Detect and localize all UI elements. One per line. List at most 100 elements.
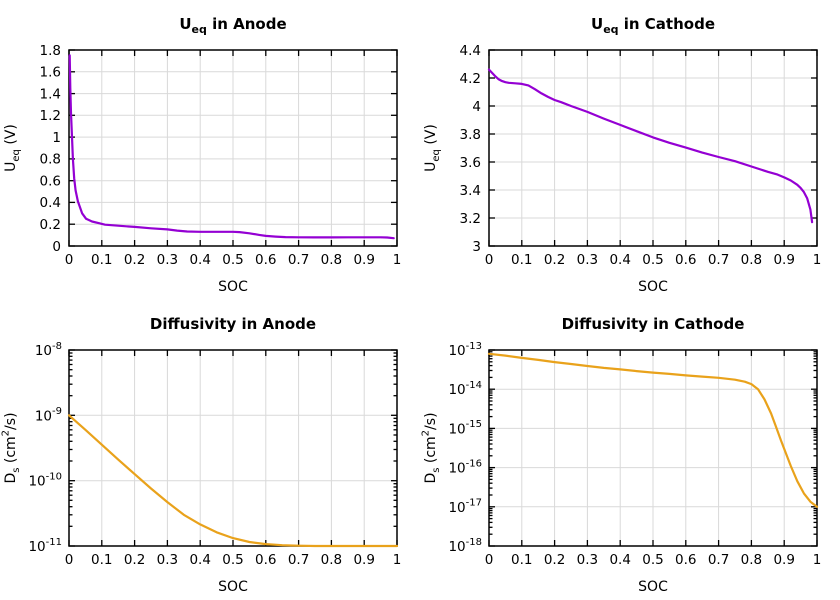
y-tick-label: 1.2 — [40, 108, 61, 124]
tick-marks — [68, 49, 398, 247]
x-tick-label: 0.5 — [642, 552, 663, 568]
y-tick-label: 1.8 — [40, 43, 61, 59]
x-tick-label: 0.1 — [91, 552, 112, 568]
y-axis-label: Ds (cm2/s) — [421, 412, 442, 483]
chart-ueq-cathode: 0 0.1 0.2 0.3 0.4 0.5 0.6 0.7 0.8 0.9 1 3 3.2 3.4 3.6 3… — [420, 0, 840, 300]
y-tick-label: 3.8 — [460, 127, 481, 143]
y-tick-label: 0.8 — [40, 152, 61, 168]
y-tick-label: 1 — [52, 130, 61, 146]
diffusivity-cathode-plot: 0 0.1 0.2 0.3 0.4 0.5 0.6 0.7 0.8 0.9 110-1810-171… — [421, 315, 822, 595]
diffusivity-cathode-curve — [487, 352, 819, 508]
chart-title: Diffusivity in Anode — [150, 315, 316, 333]
y-tick-label: 0.4 — [40, 195, 61, 211]
y-tick-labels: 0 0.2 0.4 0.6 0.8 1 1.2 1.4 1.6 1.8 — [40, 43, 61, 255]
x-tick-label: 0.9 — [773, 252, 794, 268]
y-tick-label: 10-13 — [448, 341, 482, 359]
x-tick-label: 0.7 — [708, 252, 729, 268]
tick-marks — [488, 49, 818, 247]
ueq-cathode-plot: 0 0.1 0.2 0.3 0.4 0.5 0.6 0.7 0.8 0.9 1 3 3.2 3.4 3.6 3… — [423, 15, 822, 295]
tick-marks — [488, 349, 818, 547]
x-tick-label: 0.9 — [353, 552, 374, 568]
y-tick-label: 1.4 — [40, 86, 61, 102]
x-tick-label: 0.1 — [511, 552, 532, 568]
x-tick-label: 0.6 — [255, 552, 276, 568]
x-tick-label: 0.8 — [321, 552, 342, 568]
ueq-cathode-curve — [487, 68, 814, 224]
x-tick-label: 0.3 — [157, 552, 178, 568]
y-tick-label: 10-16 — [448, 458, 482, 476]
x-tick-label: 0.2 — [544, 252, 565, 268]
x-tick-labels: 0 0.1 0.2 0.3 0.4 0.5 0.6 0.7 0.8 0.9 1 — [485, 552, 822, 568]
grid-lines — [68, 349, 398, 547]
x-tick-label: 0.3 — [577, 552, 598, 568]
y-tick-label: 10-9 — [35, 406, 62, 424]
x-axis-label: SOC — [638, 279, 668, 295]
x-tick-label: 0.4 — [609, 252, 630, 268]
y-axis-label: Ds (cm2/s) — [1, 412, 22, 483]
x-tick-label: 0.5 — [222, 552, 243, 568]
x-tick-label: 0.4 — [609, 552, 630, 568]
x-axis-label: SOC — [218, 279, 248, 295]
y-tick-label: 10-14 — [448, 380, 482, 398]
x-tick-label: 0.8 — [741, 552, 762, 568]
x-tick-label: 0.5 — [222, 252, 243, 268]
y-tick-label: 1.6 — [40, 65, 61, 81]
tick-marks — [68, 349, 398, 547]
x-axis-label: SOC — [218, 579, 248, 595]
diffusivity-anode-plot: 0 0.1 0.2 0.3 0.4 0.5 0.6 0.7 0.8 0.9 110-1110-101… — [1, 315, 402, 595]
x-tick-label: 0.4 — [189, 252, 210, 268]
x-tick-label: 0.6 — [675, 252, 696, 268]
x-tick-label: 0.8 — [741, 252, 762, 268]
ueq-anode-curve — [68, 54, 395, 240]
x-tick-label: 0 — [485, 552, 494, 568]
chart-title: Diffusivity in Cathode — [562, 315, 745, 333]
x-tick-label: 0 — [485, 252, 494, 268]
x-tick-label: 1 — [393, 252, 402, 268]
y-tick-label: 4.2 — [460, 71, 481, 87]
x-tick-labels: 0 0.1 0.2 0.3 0.4 0.5 0.6 0.7 0.8 0.9 1 — [65, 252, 402, 268]
x-tick-labels: 0 0.1 0.2 0.3 0.4 0.5 0.6 0.7 0.8 0.9 1 — [65, 552, 402, 568]
y-tick-label: 10-17 — [448, 498, 482, 516]
y-tick-label: 10-18 — [448, 537, 482, 555]
x-tick-label: 0.9 — [353, 252, 374, 268]
ueq-anode-plot: 0 0.1 0.2 0.3 0.4 0.5 0.6 0.7 0.8 0.9 100.20.40.60… — [3, 15, 402, 295]
x-tick-label: 0.1 — [511, 252, 532, 268]
x-tick-label: 0.8 — [321, 252, 342, 268]
y-axis-label: Ueq (V) — [3, 124, 22, 172]
x-tick-label: 1 — [813, 252, 822, 268]
chart-title: Ueq in Cathode — [591, 15, 715, 36]
y-tick-labels: 10-18 10-17 10-16 10-15 10-14 10-13 — [448, 341, 482, 555]
x-tick-label: 0.7 — [708, 552, 729, 568]
y-tick-label: 3.6 — [460, 155, 481, 171]
chart-diffusivity-anode: 0 0.1 0.2 0.3 0.4 0.5 0.6 0.7 0.8 0.9 1 10-11 10-10 1… — [0, 300, 420, 600]
y-tick-label: 0 — [52, 239, 61, 255]
grid-lines — [68, 49, 398, 247]
y-tick-labels: 10-11 10-10 10-9 10-8 — [28, 341, 62, 555]
y-tick-label: 10-15 — [448, 419, 482, 437]
x-tick-labels: 0 0.1 0.2 0.3 0.4 0.5 0.6 0.7 0.8 0.9 1 — [485, 252, 822, 268]
y-tick-label: 3.4 — [460, 183, 481, 199]
x-tick-label: 0.5 — [642, 252, 663, 268]
chart-diffusivity-cathode: 0 0.1 0.2 0.3 0.4 0.5 0.6 0.7 0.8 0.9 1 10-18 10-17 1… — [420, 300, 840, 600]
x-tick-label: 1 — [393, 552, 402, 568]
y-tick-label: 0.6 — [40, 173, 61, 189]
y-tick-label: 3.2 — [460, 211, 481, 227]
x-tick-label: 1 — [813, 552, 822, 568]
y-tick-label: 4 — [472, 99, 481, 115]
y-axis-label: Ueq (V) — [423, 124, 442, 172]
y-tick-label: 0.2 — [40, 217, 61, 233]
y-tick-label: 10-10 — [28, 471, 62, 489]
x-tick-label: 0.3 — [577, 252, 598, 268]
x-tick-label: 0.3 — [157, 252, 178, 268]
x-tick-label: 0.6 — [675, 552, 696, 568]
y-tick-label: 4.4 — [460, 43, 481, 59]
grid-lines — [488, 349, 818, 547]
chart-ueq-anode: 0 0.1 0.2 0.3 0.4 0.5 0.6 0.7 0.8 0.9 1 0 0.2 0.4 0.6 0… — [0, 0, 420, 300]
diffusivity-anode-curve — [67, 414, 399, 548]
x-axis-label: SOC — [638, 579, 668, 595]
x-tick-label: 0 — [65, 552, 74, 568]
x-tick-label: 0.1 — [91, 252, 112, 268]
y-tick-label: 3 — [472, 239, 481, 255]
x-tick-label: 0.2 — [544, 552, 565, 568]
